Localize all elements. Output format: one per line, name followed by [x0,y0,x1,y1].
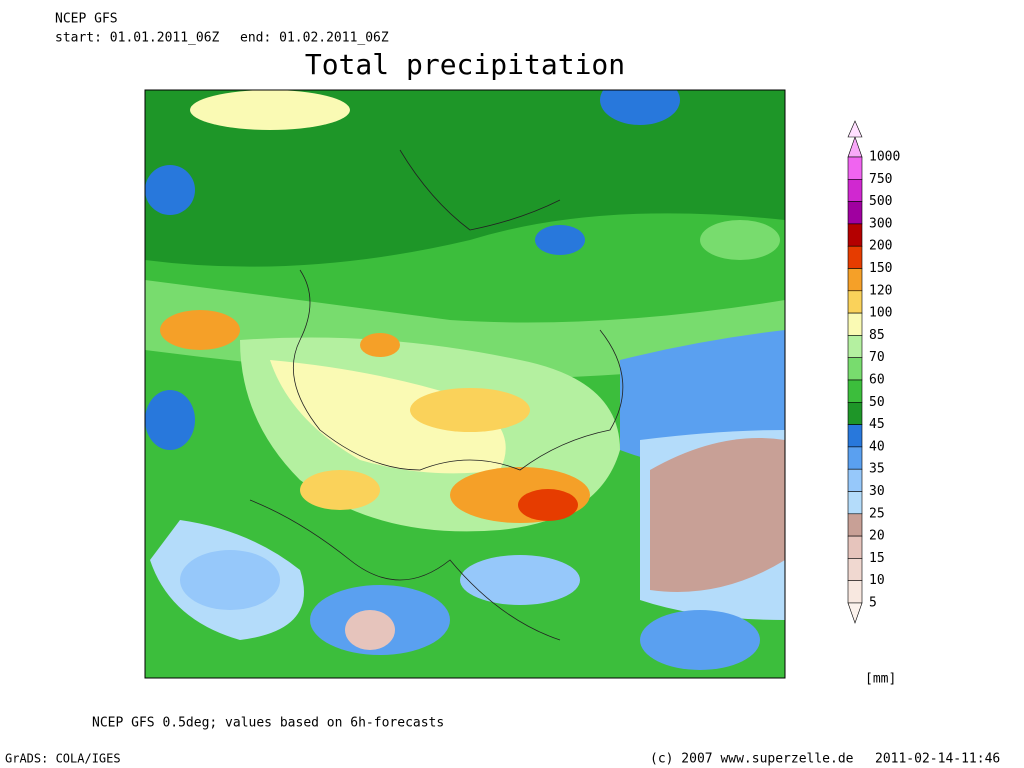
model-label: NCEP GFS [55,12,118,27]
legend-triangle-top [847,120,863,138]
legend-swatch [847,245,863,269]
legend-triangle [847,136,863,158]
map-title: Total precipitation [305,48,625,81]
legend-label: 150 [869,261,892,276]
legend-label: 45 [869,417,885,432]
legend-swatch [847,201,863,225]
legend-label: 30 [869,484,885,499]
copyright: (c) 2007 www.superzelle.de [650,752,854,767]
legend-label: 120 [869,283,892,298]
legend-triangle [847,602,863,624]
legend-swatch [847,401,863,425]
legend-swatch [847,558,863,582]
legend-swatch [847,424,863,448]
software-credit: GrADS: COLA/IGES [5,752,121,766]
legend-label: 300 [869,216,892,231]
legend-swatch [847,468,863,492]
legend-swatch [847,446,863,470]
legend-label: 100 [869,306,892,321]
legend-label: 85 [869,328,885,343]
legend-unit: [mm] [865,672,896,687]
footer-note: NCEP GFS 0.5deg; values based on 6h-fore… [92,716,444,731]
legend-label: 50 [869,395,885,410]
legend-label: 60 [869,373,885,388]
legend-label: 70 [869,350,885,365]
end-label: end: 01.02.2011_06Z [240,31,389,46]
legend-swatch [847,513,863,537]
legend-label: 20 [869,529,885,544]
legend-swatch [847,268,863,292]
legend-swatch [847,156,863,180]
legend-swatch [847,179,863,202]
legend-label: 15 [869,551,885,566]
legend-label: 40 [869,439,885,454]
legend-swatch [847,491,863,515]
legend-swatch [847,580,863,604]
legend-swatch [847,312,863,336]
legend-swatch [847,535,863,559]
legend-label: 1000 [869,150,900,165]
legend-swatch [847,223,863,247]
legend-label: 25 [869,506,885,521]
legend-swatch [847,379,863,403]
legend-label: 500 [869,194,892,209]
legend-swatch [847,290,863,314]
color-legend: 1000 750 500 300 200 150 120 100 85 70 60 50 45 40 35 3… [847,120,900,624]
timestamp: 2011-02-14-11:46 [875,752,1000,767]
legend-label: 5 [869,596,877,611]
legend-label: 200 [869,239,892,254]
legend-swatch [847,335,863,358]
legend-label: 750 [869,172,892,187]
start-label: start: 01.01.2011_06Z [55,31,220,46]
legend-label: 35 [869,462,885,477]
legend-label: 10 [869,573,885,588]
legend-swatch [847,357,863,381]
precip-map [144,89,786,679]
